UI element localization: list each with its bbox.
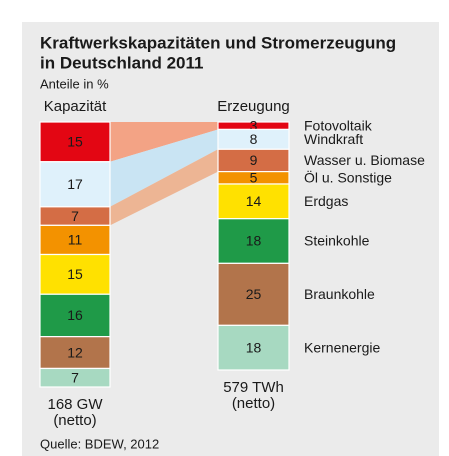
value-label: 15 bbox=[67, 266, 83, 282]
source: Quelle: BDEW, 2012 bbox=[40, 436, 159, 451]
legend-label: Öl u. Sonstige bbox=[304, 169, 392, 186]
legend-label: Fotovoltaik bbox=[304, 117, 373, 133]
value-label: 17 bbox=[67, 176, 83, 192]
value-label: 5 bbox=[250, 170, 258, 186]
legend-label: Kernenergie bbox=[304, 339, 380, 355]
segment bbox=[39, 161, 111, 208]
segment bbox=[39, 367, 111, 388]
column-header: Erzeugung bbox=[217, 98, 290, 115]
legend-label: Windkraft bbox=[304, 131, 363, 147]
subtitle: Anteile in % bbox=[40, 76, 109, 91]
connector-band bbox=[110, 149, 218, 226]
column-note: (netto) bbox=[53, 412, 96, 429]
value-label: 25 bbox=[246, 286, 262, 302]
legend-label: Erdgas bbox=[304, 193, 348, 209]
column-header: Kapazität bbox=[44, 98, 107, 115]
column-note: (netto) bbox=[232, 395, 275, 412]
legend-label: Braunkohle bbox=[304, 286, 375, 302]
column-note: 168 GW bbox=[47, 396, 103, 413]
value-label: 8 bbox=[250, 131, 258, 147]
value-label: 11 bbox=[68, 232, 83, 248]
segment bbox=[39, 293, 111, 338]
segment bbox=[217, 262, 290, 326]
column-note: 579 TWh bbox=[223, 379, 284, 396]
legend-label: Wasser u. Biomase bbox=[304, 152, 425, 168]
chart-title: in Deutschland 2011 bbox=[40, 53, 203, 72]
segment bbox=[39, 224, 111, 256]
value-label: 18 bbox=[246, 339, 262, 355]
value-label: 9 bbox=[250, 152, 258, 168]
legend-label: Steinkohle bbox=[304, 233, 370, 249]
segment bbox=[39, 121, 111, 163]
value-label: 18 bbox=[246, 233, 262, 249]
value-label: 15 bbox=[67, 134, 83, 150]
value-label: 12 bbox=[67, 344, 83, 360]
value-label: 3 bbox=[250, 117, 258, 133]
segment bbox=[39, 253, 111, 295]
connector-band bbox=[110, 122, 218, 162]
value-label: 7 bbox=[71, 208, 79, 224]
segment bbox=[217, 324, 290, 371]
chart-title: Kraftwerkskapazitäten und Stromerzeugung bbox=[40, 33, 396, 52]
segment bbox=[39, 336, 111, 370]
value-label: 16 bbox=[67, 307, 83, 323]
connector-band bbox=[110, 129, 218, 207]
value-label: 14 bbox=[246, 193, 262, 209]
value-label: 7 bbox=[71, 369, 79, 385]
segment bbox=[217, 218, 290, 264]
